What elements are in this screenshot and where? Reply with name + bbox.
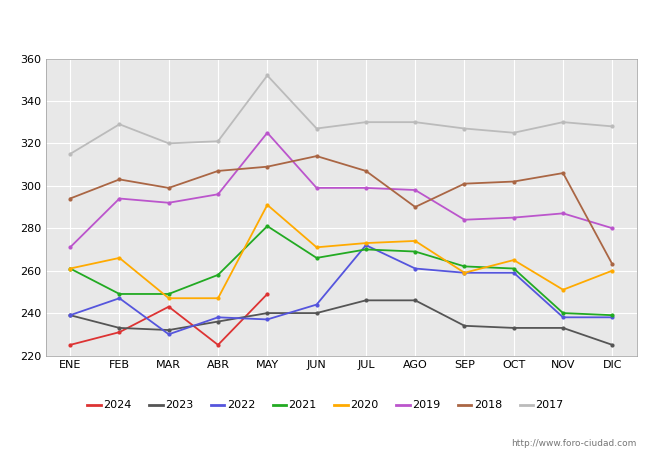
Text: 2018: 2018	[474, 400, 502, 410]
Text: 2017: 2017	[536, 400, 564, 410]
Text: http://www.foro-ciudad.com: http://www.foro-ciudad.com	[512, 439, 637, 448]
Text: 2022: 2022	[227, 400, 255, 410]
Text: 2020: 2020	[350, 400, 378, 410]
Text: 2021: 2021	[289, 400, 317, 410]
Text: 2019: 2019	[412, 400, 440, 410]
Text: Afiliados en Valle de la Serena a 31/5/2024: Afiliados en Valle de la Serena a 31/5/2…	[147, 11, 503, 29]
Text: 2024: 2024	[103, 400, 132, 410]
Text: 2023: 2023	[165, 400, 193, 410]
